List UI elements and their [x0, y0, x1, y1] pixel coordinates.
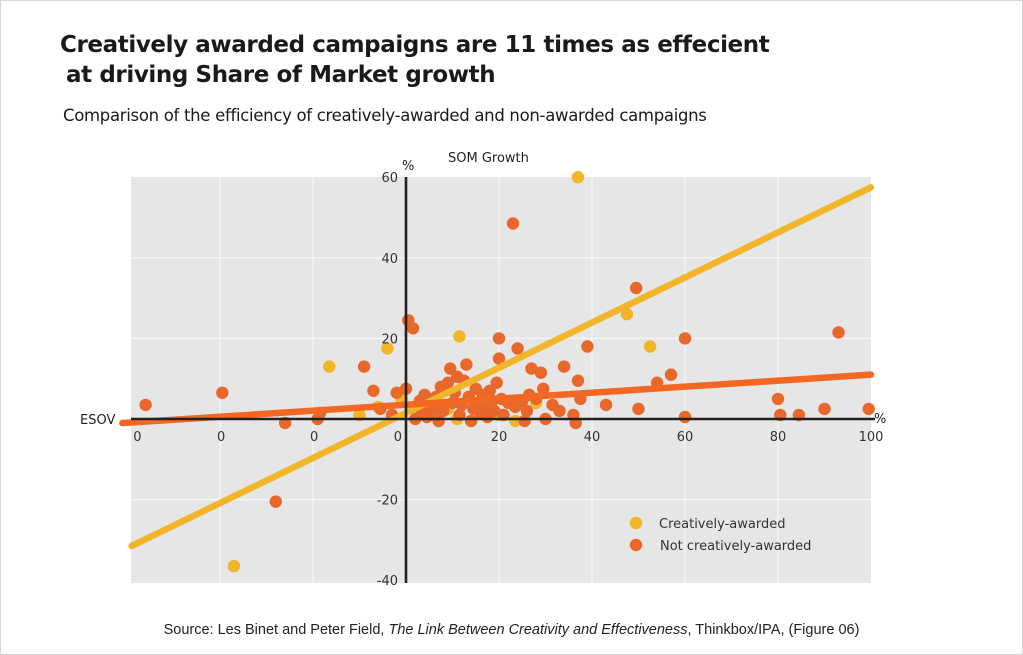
point-creatively-awarded	[453, 330, 466, 343]
x-tick-label: 0	[133, 430, 141, 445]
point-not-creatively-awarded	[490, 376, 503, 389]
point-not-creatively-awarded	[511, 342, 524, 355]
x-tick-label: 0	[310, 430, 318, 445]
legend: Creatively-awarded Not creatively-awarde…	[629, 516, 811, 554]
point-not-creatively-awarded	[437, 404, 450, 418]
axes	[131, 177, 875, 583]
point-not-creatively-awarded	[139, 398, 152, 412]
legend-marker-creatively-awarded	[629, 516, 643, 530]
tick-labels: 0 0 0 0 20 40 60 80 100 60 40 20 -20 -40	[133, 171, 883, 589]
point-not-creatively-awarded	[818, 402, 831, 416]
point-not-creatively-awarded	[525, 362, 538, 375]
source-suffix: , Thinkbox/IPA, (Figure 06)	[687, 622, 860, 638]
y-tick-label: 20	[381, 332, 398, 347]
point-not-creatively-awarded	[599, 398, 613, 412]
y-axis-unit: %	[402, 159, 414, 174]
point-not-creatively-awarded	[571, 374, 585, 387]
x-tick-label: 80	[770, 430, 787, 445]
x-tick-label: 60	[677, 430, 694, 445]
trend-line-not-creatively-awarded	[119, 371, 875, 427]
point-not-creatively-awarded	[632, 402, 645, 416]
point-not-creatively-awarded	[269, 495, 282, 508]
trend-lines	[119, 184, 875, 550]
source-prefix: Source: Les Binet and Peter Field,	[163, 622, 389, 638]
point-not-creatively-awarded	[390, 386, 403, 399]
point-creatively-awarded	[381, 342, 394, 355]
point-not-creatively-awarded	[537, 382, 550, 395]
point-not-creatively-awarded	[557, 360, 571, 373]
point-creatively-awarded	[571, 171, 585, 184]
point-not-creatively-awarded	[581, 340, 594, 353]
point-creatively-awarded	[323, 360, 336, 373]
x-axis-label: ESOV	[80, 413, 115, 428]
point-not-creatively-awarded	[678, 410, 692, 424]
point-not-creatively-awarded	[216, 386, 229, 399]
x-axis-unit: %	[874, 412, 886, 427]
point-not-creatively-awarded	[441, 376, 455, 389]
point-not-creatively-awarded	[367, 384, 380, 397]
point-creatively-awarded	[620, 308, 634, 321]
point-not-creatively-awarded	[520, 404, 534, 418]
point-not-creatively-awarded	[357, 360, 371, 373]
point-not-creatively-awarded	[553, 404, 566, 418]
x-tick-label: 0	[394, 430, 402, 445]
legend-label-creatively-awarded: Creatively-awarded	[659, 517, 785, 532]
point-not-creatively-awarded	[492, 352, 506, 365]
gridlines	[131, 177, 871, 583]
source-title: The Link Between Creativity and Effectiv…	[388, 622, 688, 638]
chart-title-line1: Creatively awarded campaigns are 11 time…	[60, 32, 770, 58]
y-tick-label: 40	[381, 252, 398, 267]
point-not-creatively-awarded	[444, 362, 457, 375]
trend-line-creatively-awarded	[128, 184, 875, 550]
point-not-creatively-awarded	[418, 388, 431, 401]
chart-title-line2: at driving Share of Market growth	[66, 62, 496, 88]
point-not-creatively-awarded	[492, 332, 506, 345]
point-not-creatively-awarded	[406, 322, 420, 335]
y-tick-label: -20	[377, 494, 398, 509]
point-not-creatively-awarded	[483, 384, 496, 397]
point-not-creatively-awarded	[832, 326, 845, 339]
legend-marker-not-creatively-awarded	[629, 538, 643, 552]
point-not-creatively-awarded	[506, 217, 520, 230]
x-tick-label: 40	[584, 430, 601, 445]
chart-subtitle: Comparison of the efficiency of creative…	[63, 106, 707, 125]
point-not-creatively-awarded	[534, 366, 548, 379]
point-creatively-awarded	[227, 559, 241, 573]
point-not-creatively-awarded	[664, 368, 678, 381]
y-tick-label: 60	[381, 171, 398, 186]
y-axis-label: SOM Growth	[448, 151, 529, 166]
point-not-creatively-awarded	[460, 358, 473, 371]
point-not-creatively-awarded	[678, 332, 692, 345]
x-tick-label: 100	[859, 430, 884, 445]
x-tick-label: 0	[217, 430, 225, 445]
point-not-creatively-awarded	[771, 392, 785, 406]
point-creatively-awarded	[643, 340, 657, 353]
chart-title: Creatively awarded campaigns are 11 time…	[60, 30, 770, 90]
legend-label-not-creatively-awarded: Not creatively-awarded	[660, 539, 811, 554]
source-note: Source: Les Binet and Peter Field, The L…	[0, 622, 1023, 638]
point-not-creatively-awarded	[862, 402, 875, 416]
point-not-creatively-awarded	[630, 281, 643, 295]
x-tick-label: 20	[491, 430, 508, 445]
y-tick-label: -40	[377, 574, 398, 589]
